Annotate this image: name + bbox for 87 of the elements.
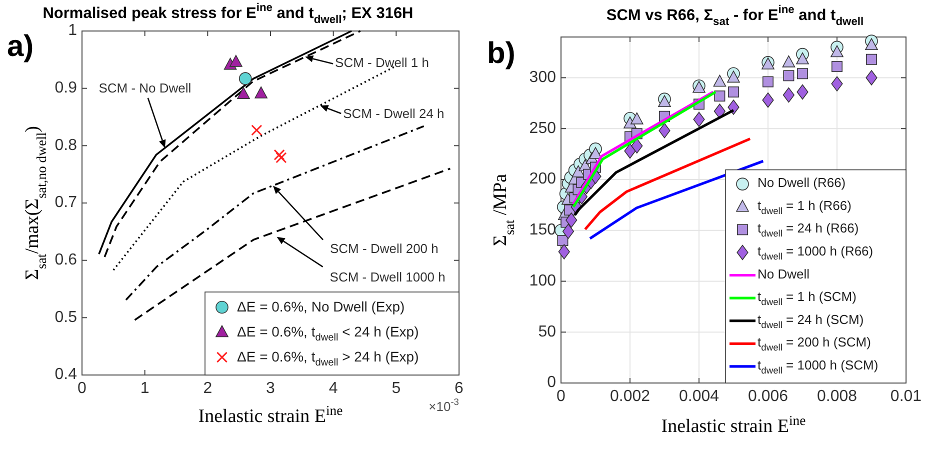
point (866, 70, 878, 86)
point (783, 70, 794, 82)
text: a) (7, 30, 34, 63)
point (714, 104, 726, 119)
y-tick-label: 0.9 (54, 80, 78, 97)
y-tick-label: 0.7 (54, 194, 78, 212)
legend-label: t$_{dwell}$ = 200 h (SCM) (758, 335, 871, 354)
y-tick-label: 0.8 (54, 136, 78, 154)
point (251, 124, 262, 136)
point (562, 224, 574, 239)
y-tick-label: 100 (529, 272, 556, 290)
point (762, 76, 774, 88)
point (624, 143, 636, 159)
point (630, 112, 644, 124)
point (713, 74, 726, 87)
y-tick-label: 1 (68, 22, 78, 40)
x-axis-title: Inelastic strain E$^{ine}$ (198, 402, 343, 427)
legend-label: ΔE = 0.6%, t$_{dwell}$ < 24 h (Exp) (237, 322, 419, 344)
x-tick-label: 2 (203, 380, 212, 397)
y-tick-label: 150 (529, 222, 556, 239)
point (782, 87, 794, 103)
point (566, 212, 578, 228)
point (762, 92, 774, 108)
x-tick-label: 0.004 (678, 388, 720, 405)
y-tick-label: 50 (538, 323, 556, 340)
x-tick-label: 0.002 (610, 388, 650, 405)
point (238, 72, 252, 85)
chart-title: SCM vs R66, Σ$_{sat}$ - for E$^{ine}$ and t$_{dwell}$ (606, 4, 864, 28)
legend-label: t$_{dwell}$ = 24 h (R66) (758, 221, 859, 240)
y-tick-label: 0.5 (54, 308, 78, 326)
point (797, 68, 808, 80)
point (728, 86, 739, 98)
legend-label: t$_{dwell}$ = 24 h (SCM) (758, 312, 864, 330)
x-tick-label: 0.008 (816, 388, 858, 405)
point (796, 52, 809, 64)
point (237, 87, 250, 99)
point (714, 90, 726, 102)
annotation: SCM - No Dwell (98, 80, 192, 96)
point (589, 147, 602, 159)
point (274, 149, 285, 160)
annotation: SCM - Dwell 24 h (343, 106, 444, 121)
x-tick-label: 3 (266, 380, 276, 397)
point (831, 76, 843, 92)
text: ×10$^{-3}$ (428, 397, 459, 414)
point (727, 70, 740, 83)
x-tick-label: 4 (328, 380, 338, 397)
y-tick-label: 0.6 (54, 252, 78, 269)
x-tick-label: 6 (454, 380, 464, 397)
point (254, 86, 268, 98)
legend-label: No Dwell (R66) (758, 175, 846, 190)
legend-label: t$_{dwell}$ = 1 h (R66) (758, 198, 852, 216)
point (276, 152, 287, 164)
point (830, 45, 844, 58)
legend-label: ΔE = 0.6%, No Dwell (Exp) (237, 298, 405, 314)
legend-label: t$_{dwell}$ = 1000 h (SCM) (758, 358, 878, 376)
line-series (584, 137, 752, 231)
point (558, 244, 570, 260)
point (782, 55, 796, 68)
point (693, 112, 705, 128)
y-tick-label: 300 (529, 68, 556, 86)
legend-label: No Dwell (758, 266, 810, 282)
annotation: SCM - Dwell 1 h (335, 55, 429, 70)
point (865, 38, 878, 50)
x-tick-label: 0.01 (890, 388, 922, 405)
y-tick-label: 0.4 (54, 366, 78, 384)
legend-label: t$_{dwell}$ = 1 h (SCM) (758, 289, 856, 308)
legend-label: ΔE = 0.6%, t$_{dwell}$ > 24 h (Exp) (237, 348, 419, 368)
annotation: SCM - Dwell 1000 h (330, 269, 446, 284)
y-tick-label: 200 (529, 170, 556, 188)
x-tick-label: 1 (140, 380, 150, 397)
point (631, 138, 643, 154)
annotation: SCM - Dwell 200 h (330, 241, 438, 256)
point (557, 235, 568, 246)
y-tick-label: 250 (529, 120, 556, 137)
x-tick-label: 0.006 (748, 388, 788, 405)
line-series (134, 168, 452, 321)
point (866, 54, 877, 65)
legend-label: t$_{dwell}$ = 1000 h (R66) (758, 244, 874, 262)
x-axis-title: Inelastic strain E$^{ine}$ (661, 412, 806, 437)
point (832, 61, 842, 72)
point (658, 123, 670, 138)
point (796, 84, 808, 100)
point (230, 54, 242, 67)
x-tick-label: 5 (392, 380, 401, 397)
point (658, 95, 671, 108)
text: b) (487, 36, 516, 70)
point (728, 100, 740, 115)
